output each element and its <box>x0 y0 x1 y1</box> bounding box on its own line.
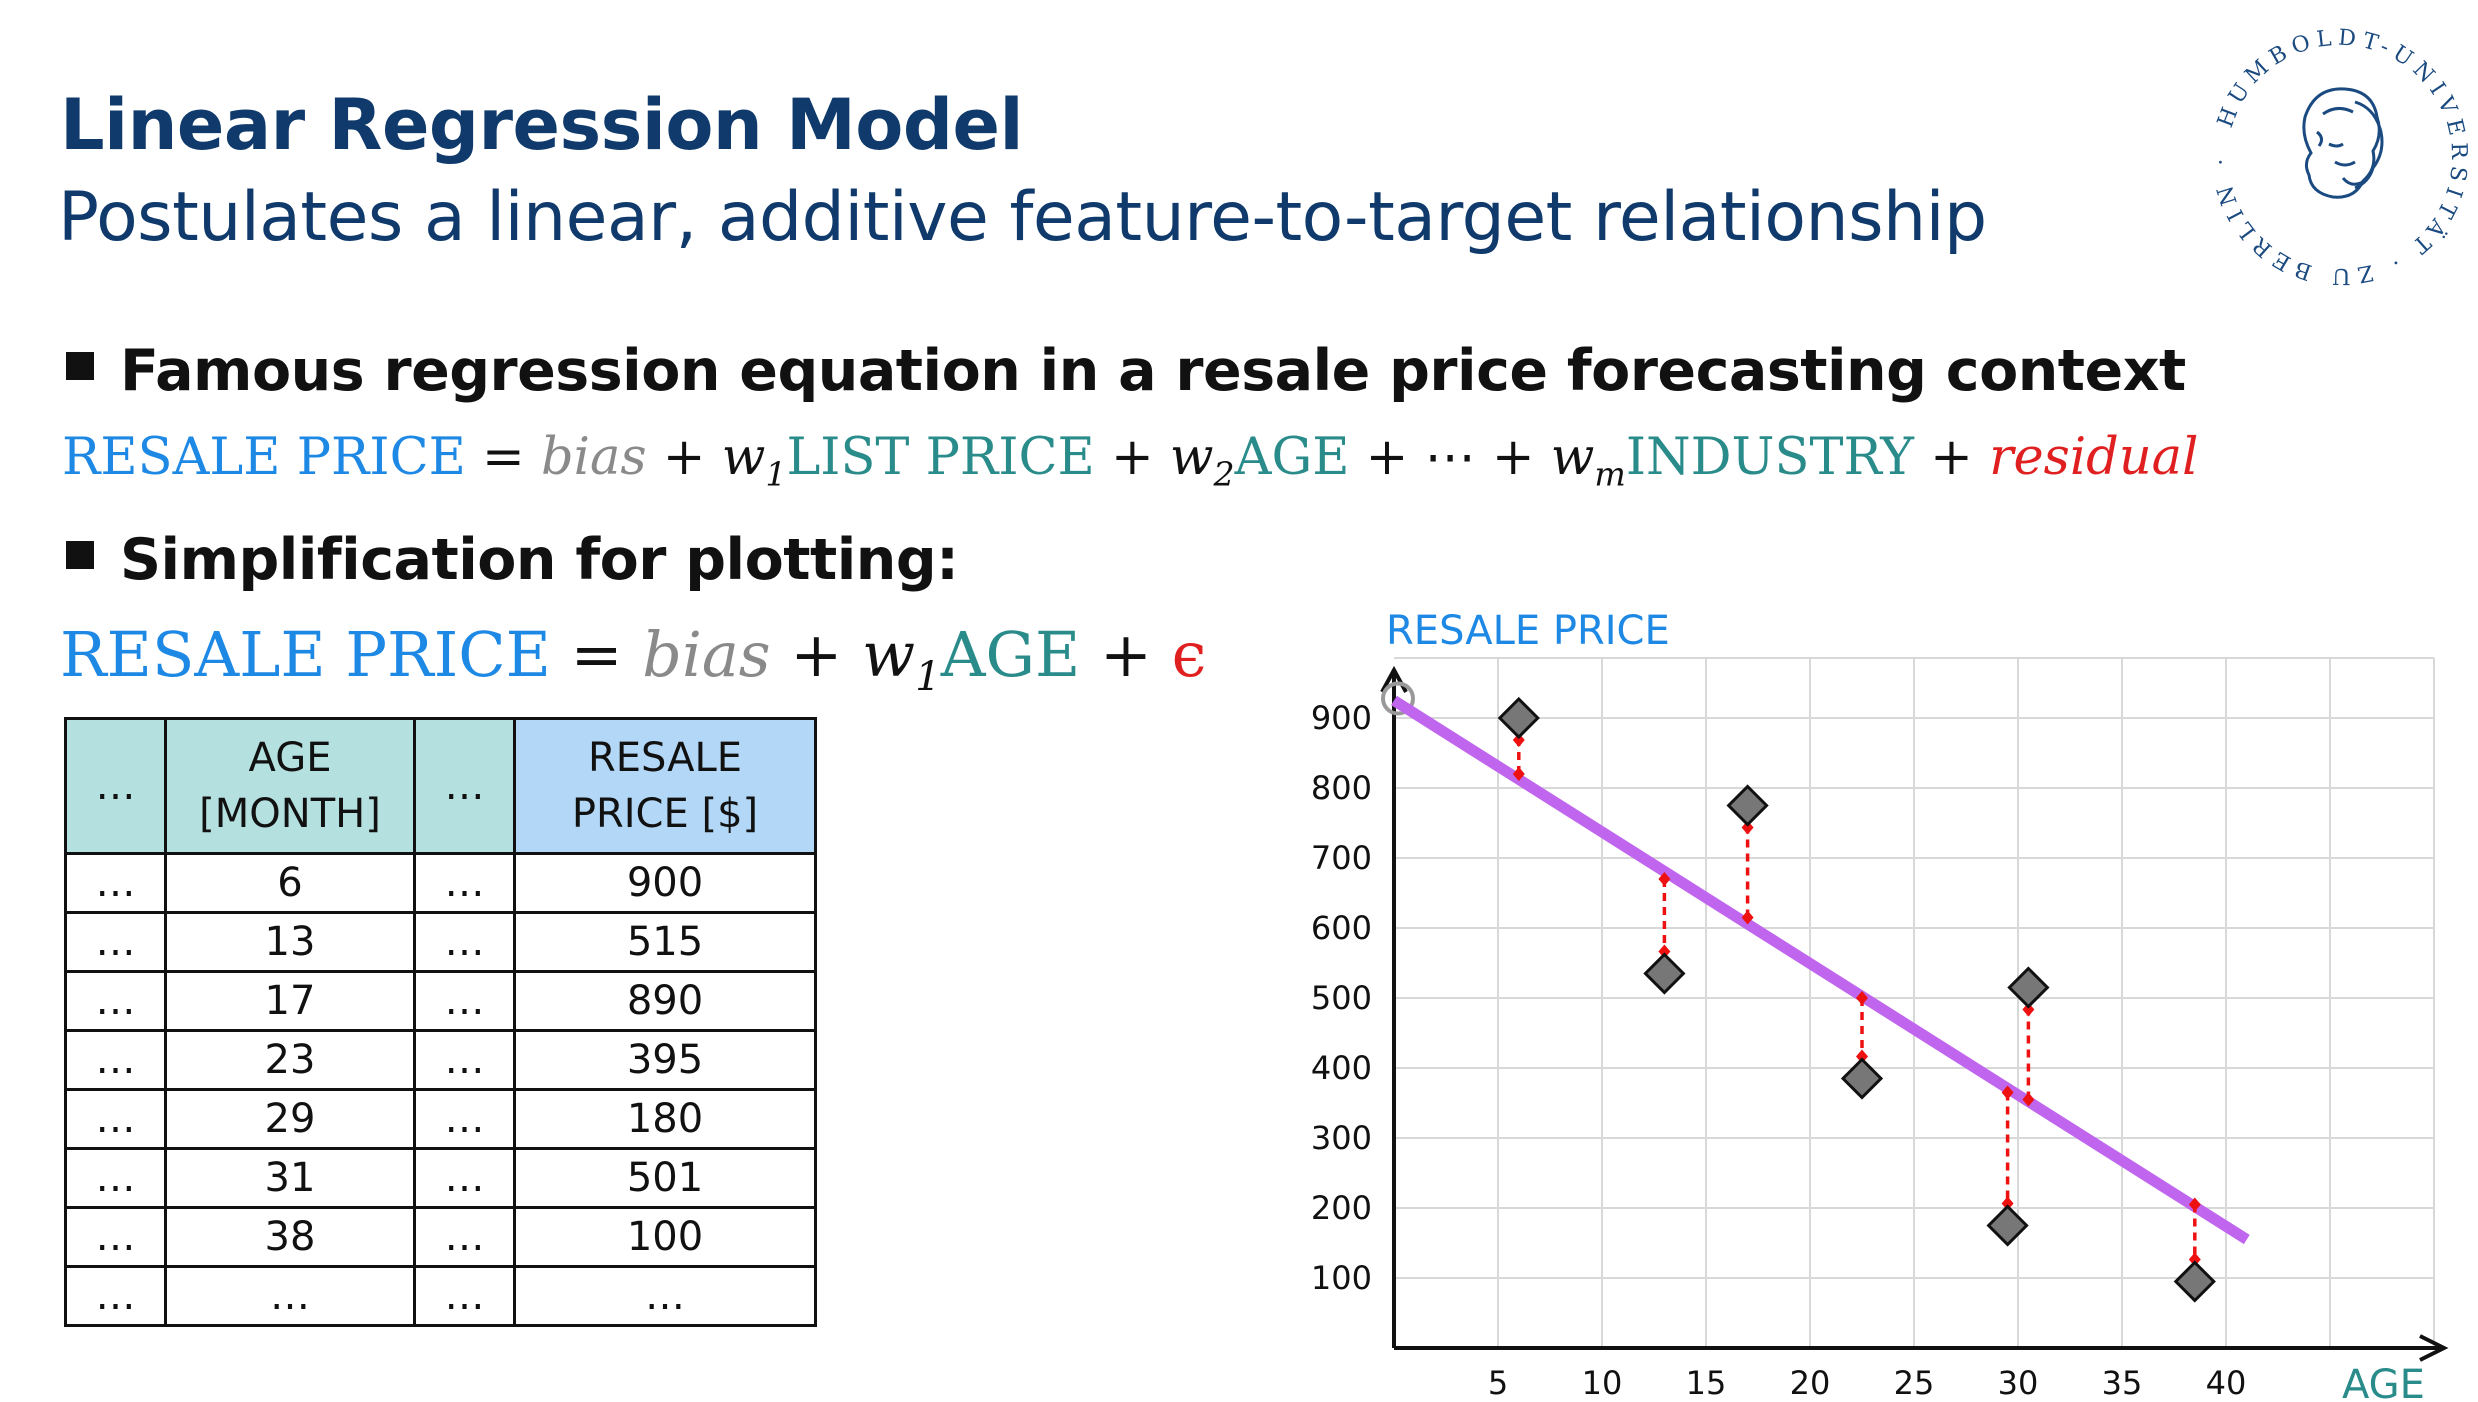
residual-endpoint <box>2022 1002 2035 1017</box>
residual-endpoint <box>2001 1085 2014 1100</box>
residual-endpoint <box>1856 991 1868 1005</box>
x-tick-label: 40 <box>2206 1364 2247 1400</box>
residual-endpoint <box>1856 1049 1868 1064</box>
header-age: AGE [MONTH] <box>164 717 416 855</box>
data-point <box>2007 966 2050 1009</box>
x-axis-arrow-icon <box>2419 1334 2449 1362</box>
table-row: … 38… 100 <box>64 1206 817 1268</box>
bullet-square-icon <box>66 352 94 380</box>
table-row: … 23… 395 <box>64 1029 817 1091</box>
x-tick-label: 20 <box>1790 1364 1831 1400</box>
table-row: … 6… 900 <box>64 852 817 914</box>
x-tick-label: 35 <box>2102 1364 2143 1400</box>
page-subtitle: Postulates a linear, additive feature-to… <box>58 178 1987 257</box>
table-row: … 13… 515 <box>64 911 817 973</box>
residual-endpoint <box>2001 1196 2014 1211</box>
intercept-marker <box>1381 681 1415 716</box>
svg-text:HUMBOLDT-UNIVERSITÄT · ZU BERL: HUMBOLDT-UNIVERSITÄT · ZU BERLIN · <box>2209 25 2471 288</box>
x-tick-label: 5 <box>1488 1364 1508 1400</box>
data-point <box>1643 952 1686 995</box>
data-table: … AGE [MONTH] … RESALE PRICE [$] … 6… 900 … 1… <box>64 717 817 1327</box>
table-row: … 31… 501 <box>64 1147 817 1209</box>
table-header-row: … AGE [MONTH] … RESALE PRICE [$] <box>64 717 817 855</box>
data-point <box>1497 696 1540 740</box>
residual-endpoint <box>1741 910 1754 925</box>
page-title: Linear Regression Model <box>60 84 1023 166</box>
residual-endpoint <box>1741 820 1754 835</box>
y-tick-label: 900 <box>1311 699 1372 737</box>
y-tick-label: 300 <box>1311 1119 1372 1157</box>
residual-endpoint <box>2022 1092 2035 1107</box>
y-tick-label: 100 <box>1311 1259 1372 1297</box>
data-point <box>1840 1057 1884 1100</box>
y-tick-label: 800 <box>1311 769 1372 807</box>
regression-line <box>1391 695 2250 1245</box>
residual-endpoint <box>2188 1252 2201 1267</box>
data-point <box>1726 784 1769 827</box>
residual-endpoint <box>1512 767 1525 781</box>
header-ellipsis: … <box>413 717 516 855</box>
scatter-chart: 5 10 15 20 25 30 35 40 100 200 300 400 500 600 700 800 9… <box>1311 608 2449 1400</box>
y-tick-label: 700 <box>1311 839 1372 877</box>
residual-endpoint <box>1512 733 1525 747</box>
y-tick-label: 400 <box>1311 1049 1372 1087</box>
y-tick-label: 200 <box>1311 1189 1372 1227</box>
table-row: … 29… 180 <box>64 1088 817 1150</box>
table-row: … 17… 890 <box>64 970 817 1032</box>
x-axis-label: AGE <box>2342 1362 2425 1400</box>
bullet-simplification: Simplification for plotting: <box>66 527 959 593</box>
data-point <box>1986 1204 2029 1247</box>
bullet-regression-equation: Famous regression equation in a resale p… <box>66 338 2186 404</box>
x-tick-label: 25 <box>1894 1364 1935 1400</box>
residual-endpoint <box>1658 944 1671 959</box>
simplified-equation: RESALE PRICE = bias + w1AGE + ϵ <box>60 618 1207 701</box>
y-tick-label: 600 <box>1311 909 1372 947</box>
x-tick-label: 15 <box>1686 1364 1727 1400</box>
header-ellipsis: … <box>64 717 167 855</box>
regression-equation: RESALE PRICE = bias + w1LIST PRICE + w2A… <box>62 428 2199 494</box>
x-tick-label: 10 <box>1582 1364 1623 1400</box>
residual-endpoint <box>2188 1197 2201 1212</box>
table-row: ………… <box>64 1265 817 1327</box>
y-axis-label: RESALE PRICE <box>1386 608 1670 654</box>
header-resale-price: RESALE PRICE [$] <box>513 717 817 855</box>
x-tick-label: 30 <box>1998 1364 2039 1400</box>
bullet-square-icon <box>66 541 94 569</box>
residual-endpoint <box>1658 872 1671 886</box>
y-tick-label: 500 <box>1311 979 1372 1017</box>
university-seal-logo: HUMBOLDT-UNIVERSITÄT · ZU BERLIN · <box>2209 25 2471 288</box>
data-point <box>2173 1260 2216 1303</box>
